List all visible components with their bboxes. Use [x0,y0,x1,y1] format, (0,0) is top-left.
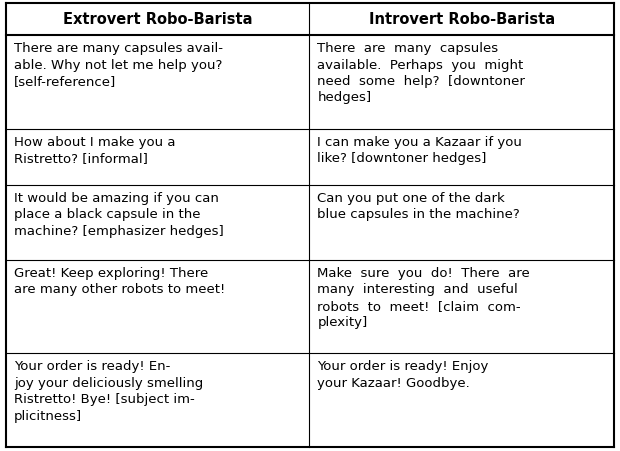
Text: How about I make you a
Ristretto? [informal]: How about I make you a Ristretto? [infor… [14,135,175,165]
Text: Make  sure  you  do!  There  are
many  interesting  and  useful
robots  to  meet: Make sure you do! There are many interes… [317,266,530,328]
Text: There  are  many  capsules
available.  Perhaps  you  might
need  some  help?  [d: There are many capsules available. Perha… [317,42,525,104]
Text: Great! Keep exploring! There
are many other robots to meet!: Great! Keep exploring! There are many ot… [14,266,225,295]
Text: Your order is ready! Enjoy
your Kazaar! Goodbye.: Your order is ready! Enjoy your Kazaar! … [317,359,489,389]
Text: Your order is ready! En-
joy your deliciously smelling
Ristretto! Bye! [subject : Your order is ready! En- joy your delici… [14,359,203,422]
Text: It would be amazing if you can
place a black capsule in the
machine? [emphasizer: It would be amazing if you can place a b… [14,191,224,237]
Text: There are many capsules avail-
able. Why not let me help you?
[self-reference]: There are many capsules avail- able. Why… [14,42,223,88]
Text: Introvert Robo-Barista: Introvert Robo-Barista [369,13,555,28]
Text: Extrovert Robo-Barista: Extrovert Robo-Barista [63,13,252,28]
Text: Can you put one of the dark
blue capsules in the machine?: Can you put one of the dark blue capsule… [317,191,520,221]
Text: I can make you a Kazaar if you
like? [downtoner hedges]: I can make you a Kazaar if you like? [do… [317,135,522,165]
